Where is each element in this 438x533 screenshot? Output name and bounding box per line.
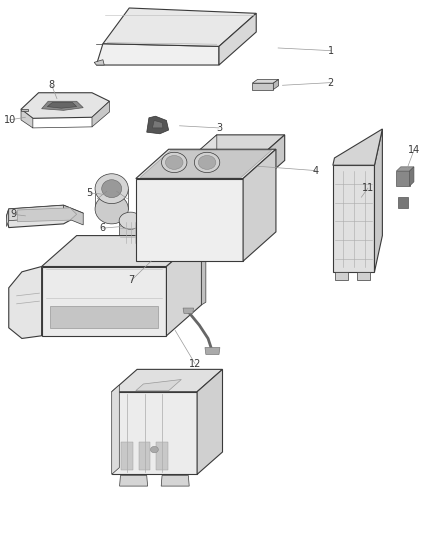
Polygon shape <box>161 475 189 486</box>
Ellipse shape <box>162 152 187 173</box>
Polygon shape <box>197 369 223 474</box>
Polygon shape <box>156 442 168 470</box>
Polygon shape <box>112 392 197 474</box>
Polygon shape <box>112 369 223 392</box>
Polygon shape <box>333 129 382 165</box>
Polygon shape <box>193 135 285 156</box>
Ellipse shape <box>119 212 142 229</box>
Polygon shape <box>42 266 166 336</box>
Polygon shape <box>120 475 148 486</box>
Polygon shape <box>136 179 243 261</box>
Polygon shape <box>140 150 272 177</box>
Polygon shape <box>201 233 206 305</box>
Polygon shape <box>219 13 256 65</box>
Polygon shape <box>42 101 83 110</box>
Polygon shape <box>252 79 279 83</box>
Polygon shape <box>183 308 194 313</box>
Polygon shape <box>18 208 77 222</box>
Polygon shape <box>50 306 158 328</box>
Polygon shape <box>96 44 219 65</box>
Text: 2: 2 <box>328 78 334 87</box>
Ellipse shape <box>95 174 128 204</box>
Polygon shape <box>9 266 42 338</box>
Ellipse shape <box>166 156 183 169</box>
Polygon shape <box>42 236 201 266</box>
Polygon shape <box>136 149 276 179</box>
Polygon shape <box>166 236 201 336</box>
Polygon shape <box>21 109 28 111</box>
Polygon shape <box>139 442 150 470</box>
Polygon shape <box>94 60 104 65</box>
Ellipse shape <box>102 180 122 198</box>
Text: 7: 7 <box>128 276 134 285</box>
Polygon shape <box>273 79 279 90</box>
Polygon shape <box>243 149 276 261</box>
Polygon shape <box>47 102 77 108</box>
Text: 6: 6 <box>100 223 106 233</box>
Ellipse shape <box>139 212 162 229</box>
Polygon shape <box>333 165 374 272</box>
Polygon shape <box>21 109 33 128</box>
Polygon shape <box>103 8 256 46</box>
Text: 8: 8 <box>49 80 55 90</box>
Ellipse shape <box>150 446 159 453</box>
Text: 5: 5 <box>87 188 93 198</box>
Text: 1: 1 <box>328 46 334 55</box>
Polygon shape <box>64 205 83 225</box>
Polygon shape <box>119 221 142 244</box>
Polygon shape <box>152 120 163 128</box>
Polygon shape <box>21 93 110 118</box>
Text: 11: 11 <box>362 183 374 193</box>
Text: 3: 3 <box>216 123 222 133</box>
Ellipse shape <box>198 156 216 169</box>
Text: 14: 14 <box>408 146 420 155</box>
Text: 9: 9 <box>10 209 16 219</box>
Text: 4: 4 <box>312 166 318 175</box>
Polygon shape <box>252 83 273 90</box>
Ellipse shape <box>194 152 220 173</box>
Ellipse shape <box>95 194 128 224</box>
Polygon shape <box>139 221 162 244</box>
Polygon shape <box>136 379 181 391</box>
Polygon shape <box>7 205 83 228</box>
Polygon shape <box>92 101 110 127</box>
Polygon shape <box>398 197 408 208</box>
Polygon shape <box>410 167 414 186</box>
Polygon shape <box>147 116 169 134</box>
Text: 12: 12 <box>189 359 201 368</box>
Polygon shape <box>121 442 133 470</box>
Polygon shape <box>7 209 9 227</box>
Polygon shape <box>199 155 280 176</box>
Text: 10: 10 <box>4 115 16 125</box>
Polygon shape <box>9 205 64 221</box>
Polygon shape <box>193 156 261 182</box>
Polygon shape <box>357 272 370 280</box>
Polygon shape <box>205 348 220 354</box>
Polygon shape <box>261 135 285 182</box>
Polygon shape <box>374 129 382 272</box>
Polygon shape <box>335 272 348 280</box>
Polygon shape <box>112 385 119 474</box>
Ellipse shape <box>119 236 142 253</box>
Polygon shape <box>193 135 217 182</box>
Ellipse shape <box>139 236 162 253</box>
Polygon shape <box>396 167 414 171</box>
Polygon shape <box>396 171 410 186</box>
